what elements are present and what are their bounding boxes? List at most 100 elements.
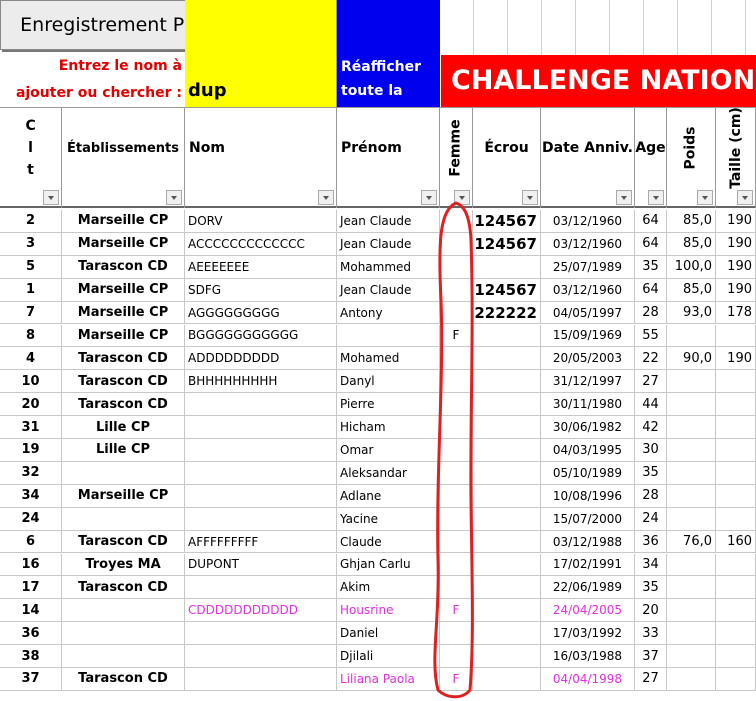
table-cell: [667, 370, 716, 394]
table-cell: Marseille CP: [62, 232, 185, 256]
filter-button[interactable]: [648, 190, 664, 205]
table-cell: [473, 668, 541, 691]
table-cell: [667, 507, 716, 531]
table-cell: 2: [0, 210, 62, 233]
table-cell: ADDDDDDDDD: [185, 347, 337, 371]
table-cell: 20/05/2003: [541, 347, 635, 371]
table-cell: [473, 347, 541, 371]
search-cell[interactable]: dup: [185, 0, 337, 107]
table-cell: Mohamed: [337, 347, 440, 371]
table-cell: 44: [635, 393, 667, 417]
table-cell: Daniel: [337, 622, 440, 646]
table-cell: Lille CP: [62, 416, 185, 439]
table-cell: 124567: [473, 232, 541, 256]
table-cell: 8: [0, 324, 62, 348]
table-cell: [62, 507, 185, 531]
column-border: [472, 188, 473, 208]
table-cell: 1: [0, 278, 62, 302]
table-cell: 27: [635, 370, 667, 394]
table-cell: [667, 599, 716, 623]
table-cell: 10: [0, 370, 62, 394]
table-cell: 3: [0, 232, 62, 256]
refresh-button[interactable]: Réafficher toute la liste: [337, 0, 440, 123]
table-cell: [667, 324, 716, 348]
table-cell: Troyes MA: [62, 553, 185, 577]
table-cell: [473, 622, 541, 646]
table-cell: [473, 553, 541, 577]
table-cell: Jean Claude: [337, 210, 440, 233]
filter-button[interactable]: [737, 190, 753, 205]
filter-button[interactable]: [421, 190, 437, 205]
filter-button[interactable]: [454, 190, 470, 205]
table-cell: [185, 439, 337, 462]
filter-button[interactable]: [697, 190, 713, 205]
table-cell: [440, 210, 473, 233]
table-cell: [185, 484, 337, 508]
table-cell: 90,0: [667, 347, 716, 371]
table-cell: [185, 393, 337, 417]
table-cell: [62, 599, 185, 623]
grid-bg: [440, 0, 756, 55]
filter-button[interactable]: [43, 190, 59, 205]
table-cell: [667, 576, 716, 600]
table-cell: 04/05/1997: [541, 301, 635, 325]
column-border: [439, 188, 440, 208]
table-cell: Marseille CP: [62, 278, 185, 302]
table-cell: Claude: [337, 530, 440, 554]
table-cell: [473, 416, 541, 439]
table-cell: [185, 461, 337, 485]
table-cell: 85,0: [667, 210, 716, 233]
column-header: Prénom: [337, 108, 440, 188]
hand-drawn-circle: [433, 201, 474, 699]
table-cell: BGGGGGGGGGGG: [185, 324, 337, 348]
table-cell: ACCCCCCCCCCCCC: [185, 232, 337, 256]
table-cell: [473, 370, 541, 394]
header-text: Clt: [25, 118, 36, 178]
table-cell: [667, 484, 716, 508]
table-cell: 33: [635, 622, 667, 646]
table-cell: 22/06/1989: [541, 576, 635, 600]
table-cell: [473, 393, 541, 417]
table-cell: 31/12/1997: [541, 370, 635, 394]
column-header: Femme: [440, 108, 473, 188]
table-cell: 34: [0, 484, 62, 508]
filter-button[interactable]: [616, 190, 632, 205]
banner: CHALLENGE NATION: [441, 55, 756, 107]
table-cell: 30/06/1982: [541, 416, 635, 439]
header-text: Écrou: [484, 140, 529, 156]
filter-button[interactable]: [166, 190, 182, 205]
table-cell: Marseille CP: [62, 324, 185, 348]
table-cell: Tarascon CD: [62, 530, 185, 554]
table-cell: 37: [635, 645, 667, 668]
table-cell: 85,0: [667, 232, 716, 256]
table-cell: CDDDDDDDDDDD: [185, 599, 337, 623]
table-cell: 24: [635, 507, 667, 531]
filter-button[interactable]: [522, 190, 538, 205]
table-cell: AGGGGGGGGG: [185, 301, 337, 325]
table-cell: 35: [635, 461, 667, 485]
table-cell: [473, 507, 541, 531]
column-border: [336, 188, 337, 208]
table-cell: Lille CP: [62, 439, 185, 462]
column-border: [61, 188, 62, 208]
column-border: [634, 188, 635, 208]
table-cell: 03/12/1988: [541, 530, 635, 554]
table-cell: [440, 461, 473, 485]
table-cell: 15/07/2000: [541, 507, 635, 531]
filter-button[interactable]: [318, 190, 334, 205]
table-cell: 28: [635, 484, 667, 508]
table-cell: [440, 439, 473, 462]
table-cell: DORV: [185, 210, 337, 233]
table-cell: Marseille CP: [62, 484, 185, 508]
table-cell: 6: [0, 530, 62, 554]
table-cell: Tarascon CD: [62, 393, 185, 417]
table-cell: 36: [0, 622, 62, 646]
table-cell: 10/08/1996: [541, 484, 635, 508]
header-text: Prénom: [341, 140, 402, 156]
table-cell: [473, 484, 541, 508]
table-cell: 64: [635, 278, 667, 302]
table-cell: Tarascon CD: [62, 370, 185, 394]
header-text: Date Anniv.: [542, 140, 633, 156]
table-cell: 31: [0, 416, 62, 439]
